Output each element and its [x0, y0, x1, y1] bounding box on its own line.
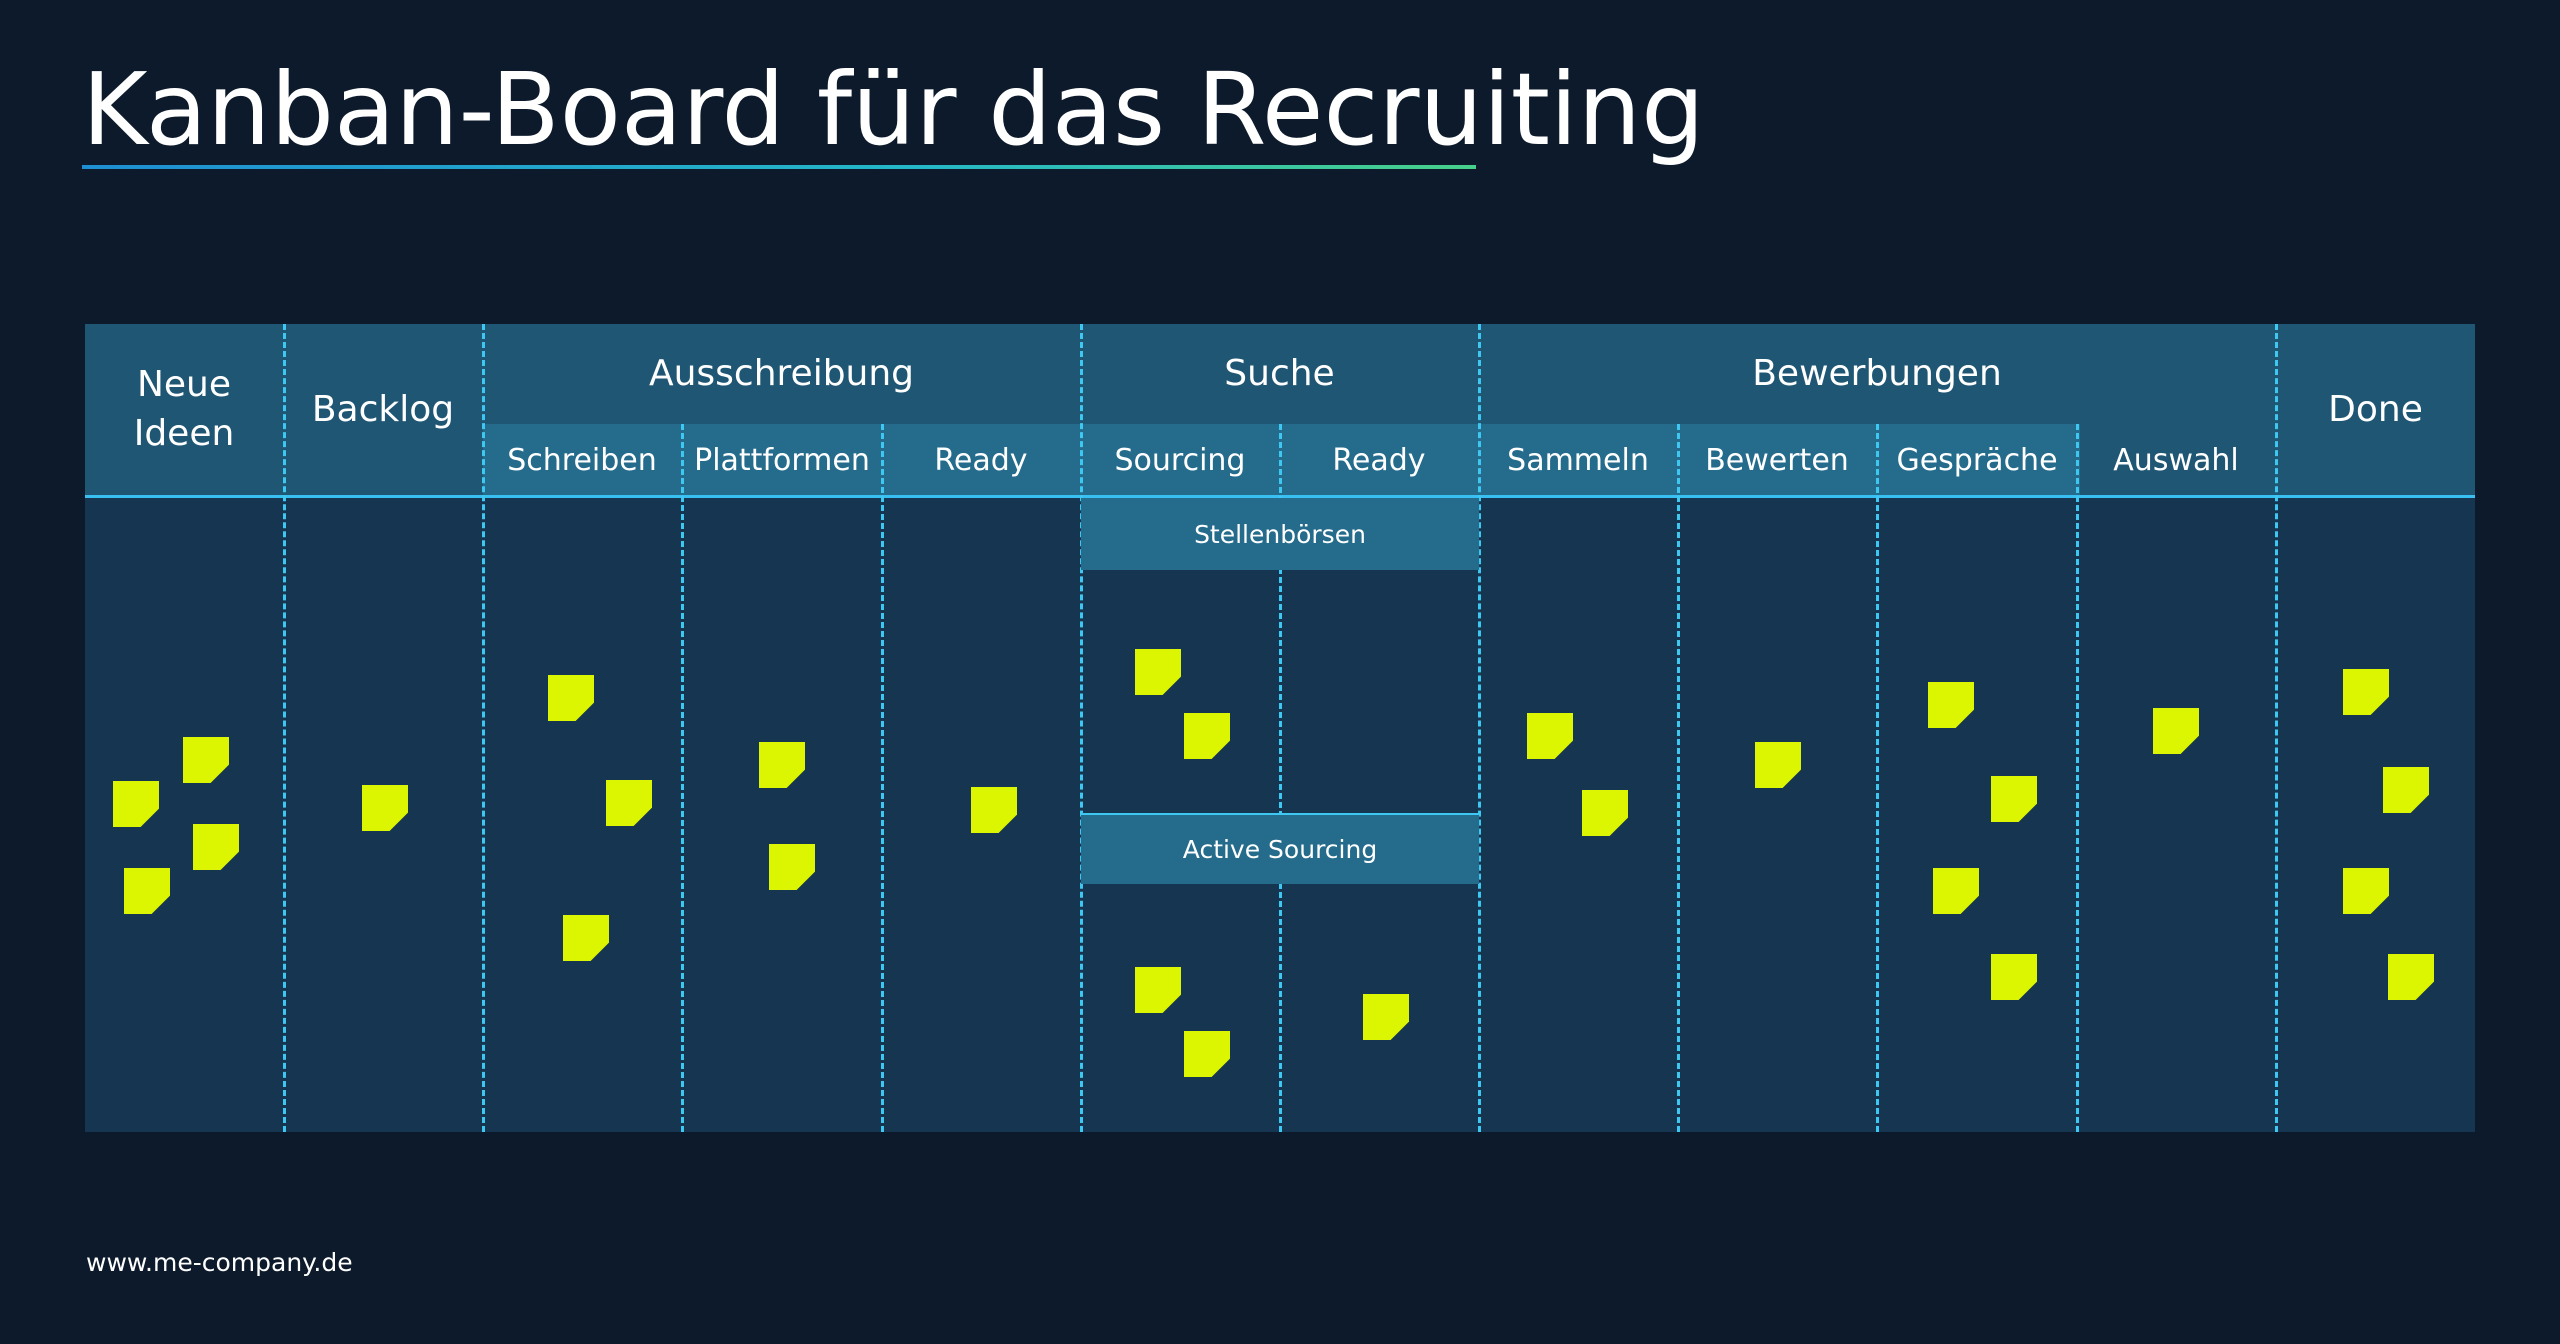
sticky-note[interactable] [1184, 713, 1230, 759]
page-title: Kanban-Board für das Recruiting [82, 51, 1705, 168]
subcolumn-header-ready-ausschreibung: Ready [934, 442, 1028, 478]
swimlane-divider [1081, 813, 1479, 816]
subcolumn-header-bewerten: Bewerten [1705, 442, 1849, 478]
subcolumn-header-auswahl: Auswahl [2113, 442, 2239, 478]
group-header-suche: Suche [1224, 352, 1335, 394]
column-divider [283, 324, 286, 1132]
sticky-note[interactable] [1582, 790, 1628, 836]
sticky-note[interactable] [1135, 649, 1181, 695]
title-underline [82, 165, 1476, 169]
column-divider [681, 424, 684, 1132]
sticky-note[interactable] [1755, 742, 1801, 788]
sticky-note[interactable] [1363, 994, 1409, 1040]
sticky-note[interactable] [193, 824, 239, 870]
column-divider [1677, 424, 1680, 1132]
column-divider [1279, 424, 1282, 1132]
sticky-note[interactable] [362, 785, 408, 831]
sticky-note[interactable] [2343, 868, 2389, 914]
subcolumn-header-sourcing: Sourcing [1114, 442, 1246, 478]
swimlane-stellenboersen: Stellenbörsen [1081, 498, 1479, 570]
sticky-note[interactable] [563, 915, 609, 961]
sticky-note[interactable] [2153, 708, 2199, 754]
sticky-note[interactable] [769, 844, 815, 890]
sticky-note[interactable] [183, 737, 229, 783]
subcolumn-header-schreiben: Schreiben [507, 442, 657, 478]
column-divider [1080, 324, 1083, 1132]
kanban-board: Neue Ideen Backlog Ausschreibung Suche B… [85, 324, 2475, 1132]
column-divider [1478, 324, 1481, 1132]
sticky-note[interactable] [1527, 713, 1573, 759]
group-header-bewerbungen: Bewerbungen [1752, 352, 2002, 394]
sticky-note[interactable] [2343, 669, 2389, 715]
sticky-note[interactable] [113, 781, 159, 827]
group-header-ausschreibung: Ausschreibung [648, 352, 915, 394]
column-divider [2275, 324, 2278, 1132]
sticky-note[interactable] [1991, 776, 2037, 822]
subcolumn-header-ready-suche: Ready [1332, 442, 1426, 478]
footer-url: www.me-company.de [86, 1248, 353, 1277]
subcolumn-header-gespraeche: Gespräche [1896, 442, 2058, 478]
swimlane-active-sourcing: Active Sourcing [1081, 815, 1479, 884]
column-divider [881, 424, 884, 1132]
sticky-note[interactable] [1933, 868, 1979, 914]
sticky-note[interactable] [1184, 1031, 1230, 1077]
column-divider [482, 324, 485, 1132]
sticky-note[interactable] [606, 780, 652, 826]
sticky-note[interactable] [1928, 682, 1974, 728]
sticky-note[interactable] [1135, 967, 1181, 1013]
sticky-note[interactable] [124, 868, 170, 914]
column-divider [2076, 424, 2079, 1132]
column-header-done: Done [2328, 388, 2423, 430]
subcolumn-header-plattformen: Plattformen [694, 442, 870, 478]
sticky-note[interactable] [1991, 954, 2037, 1000]
column-divider [1876, 424, 1879, 1132]
subcolumn-header-sammeln: Sammeln [1507, 442, 1649, 478]
sticky-note[interactable] [971, 787, 1017, 833]
sticky-note[interactable] [2383, 767, 2429, 813]
column-header-neue-ideen: Neue Ideen [133, 364, 235, 454]
column-header-backlog: Backlog [311, 388, 455, 430]
sticky-note[interactable] [759, 742, 805, 788]
sticky-note[interactable] [2388, 954, 2434, 1000]
sticky-note[interactable] [548, 675, 594, 721]
